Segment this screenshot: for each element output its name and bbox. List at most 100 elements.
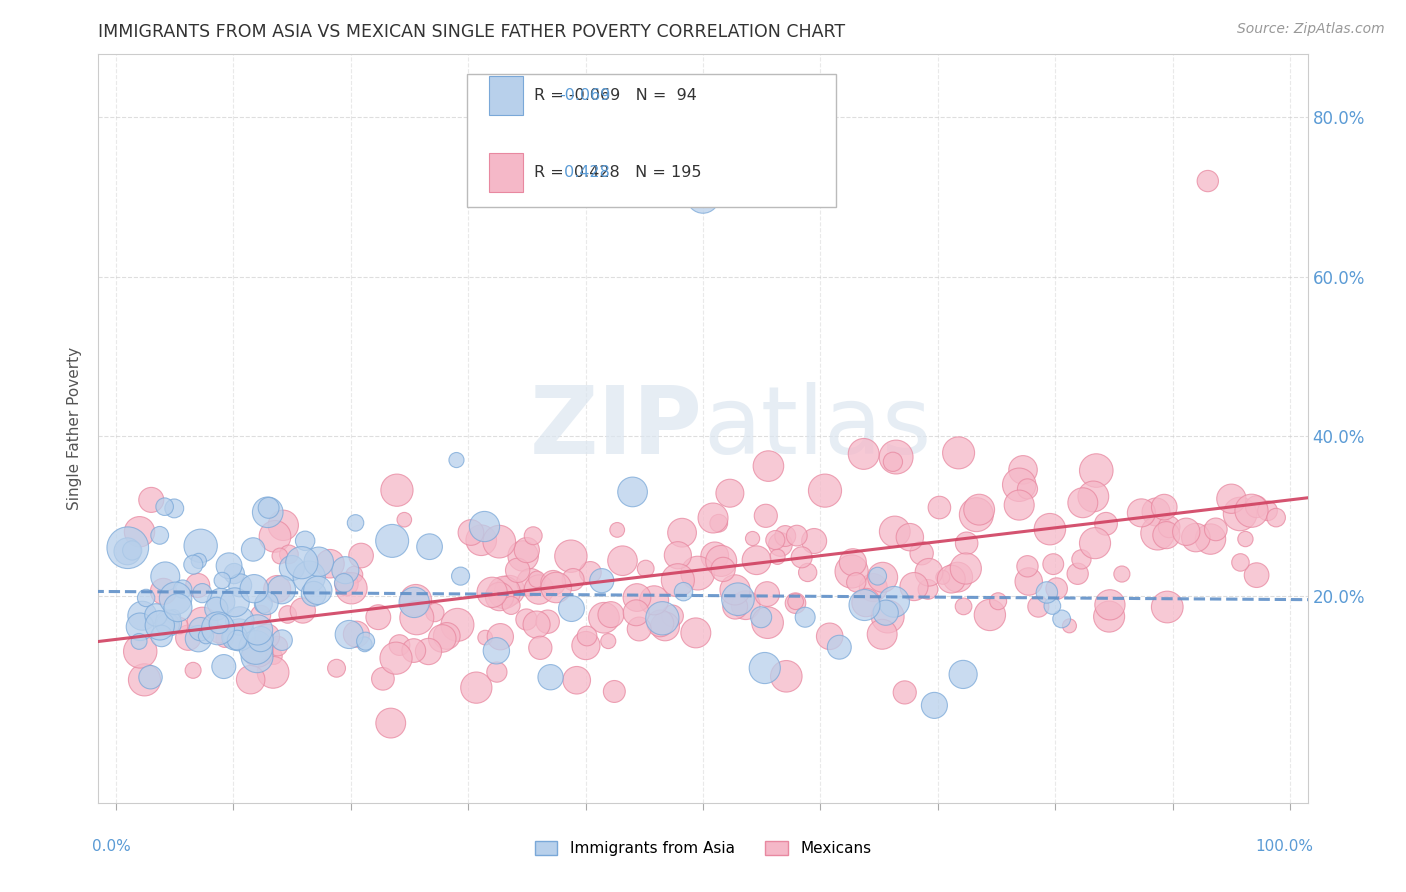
Point bbox=[862, 581, 884, 595]
Point bbox=[845, 575, 868, 590]
Point bbox=[436, 629, 458, 643]
Point bbox=[870, 627, 893, 641]
Point bbox=[749, 610, 772, 624]
Point bbox=[758, 459, 780, 474]
Point bbox=[775, 529, 797, 543]
Point bbox=[307, 583, 329, 598]
Point bbox=[187, 632, 209, 646]
Point bbox=[828, 640, 851, 655]
Point bbox=[191, 586, 214, 600]
Point bbox=[790, 550, 813, 565]
Point bbox=[271, 633, 294, 648]
Point bbox=[928, 500, 950, 515]
Point bbox=[224, 595, 246, 609]
Point bbox=[153, 500, 176, 514]
Point bbox=[325, 661, 347, 675]
Point bbox=[651, 611, 673, 625]
Point bbox=[1175, 524, 1198, 539]
Point bbox=[270, 582, 292, 597]
Point bbox=[666, 573, 689, 587]
Point bbox=[252, 597, 274, 611]
Point bbox=[1042, 557, 1064, 571]
Point bbox=[541, 575, 564, 590]
Point bbox=[266, 582, 288, 596]
Point bbox=[707, 516, 730, 531]
Point bbox=[1050, 612, 1073, 626]
Point bbox=[796, 566, 818, 580]
Point bbox=[281, 561, 304, 575]
Point bbox=[842, 555, 865, 569]
Point bbox=[131, 608, 153, 623]
Point bbox=[277, 607, 299, 622]
Point bbox=[755, 508, 778, 523]
Point bbox=[546, 581, 568, 595]
Point bbox=[214, 632, 236, 646]
Point bbox=[769, 537, 792, 551]
Point bbox=[218, 558, 240, 573]
Point bbox=[724, 599, 747, 614]
Point bbox=[734, 598, 756, 612]
Point bbox=[600, 607, 623, 622]
Point bbox=[211, 574, 233, 588]
Point bbox=[155, 569, 177, 583]
Point bbox=[884, 450, 907, 464]
Point bbox=[350, 549, 373, 563]
Point bbox=[967, 502, 990, 516]
Point bbox=[1028, 599, 1050, 614]
Point bbox=[898, 530, 921, 544]
Point bbox=[1036, 585, 1059, 599]
Point bbox=[163, 501, 186, 516]
Point bbox=[1111, 567, 1133, 582]
Point bbox=[918, 566, 941, 580]
Point bbox=[883, 595, 905, 609]
Point bbox=[264, 529, 287, 543]
Point bbox=[337, 627, 360, 641]
Point bbox=[955, 561, 977, 575]
Point bbox=[598, 634, 620, 648]
Point bbox=[803, 534, 825, 549]
Point bbox=[129, 644, 152, 658]
Point bbox=[855, 595, 877, 609]
Point bbox=[537, 615, 560, 629]
Text: atlas: atlas bbox=[703, 382, 931, 475]
Point bbox=[302, 587, 325, 601]
Point bbox=[246, 645, 269, 659]
Point bbox=[226, 633, 249, 648]
Point bbox=[1197, 174, 1219, 188]
Point bbox=[308, 555, 330, 569]
Point bbox=[1012, 463, 1035, 477]
Point bbox=[903, 580, 925, 594]
Point bbox=[1039, 522, 1062, 536]
Point bbox=[149, 618, 172, 632]
Point bbox=[418, 644, 440, 658]
Point bbox=[243, 582, 266, 596]
Point bbox=[335, 563, 357, 577]
Point bbox=[165, 591, 187, 606]
Point bbox=[319, 557, 342, 571]
Point bbox=[187, 554, 209, 568]
Point bbox=[340, 582, 363, 596]
Point bbox=[526, 617, 548, 632]
Point bbox=[756, 587, 779, 601]
Point bbox=[1059, 619, 1081, 633]
Point bbox=[181, 558, 204, 572]
Point bbox=[711, 562, 734, 576]
Point bbox=[952, 667, 974, 681]
Point bbox=[195, 629, 218, 643]
Point bbox=[485, 644, 508, 658]
Point bbox=[343, 567, 366, 582]
Point bbox=[187, 578, 209, 592]
Point bbox=[1156, 528, 1178, 542]
Point bbox=[489, 630, 512, 644]
Point bbox=[654, 619, 676, 633]
Point bbox=[606, 523, 628, 537]
Point bbox=[754, 661, 776, 675]
Point bbox=[515, 613, 537, 627]
Point bbox=[948, 446, 970, 460]
Point bbox=[267, 639, 290, 653]
Point bbox=[1256, 504, 1278, 518]
Point bbox=[965, 508, 987, 522]
Point bbox=[432, 632, 454, 646]
Point bbox=[1085, 464, 1108, 478]
Point bbox=[269, 549, 291, 563]
